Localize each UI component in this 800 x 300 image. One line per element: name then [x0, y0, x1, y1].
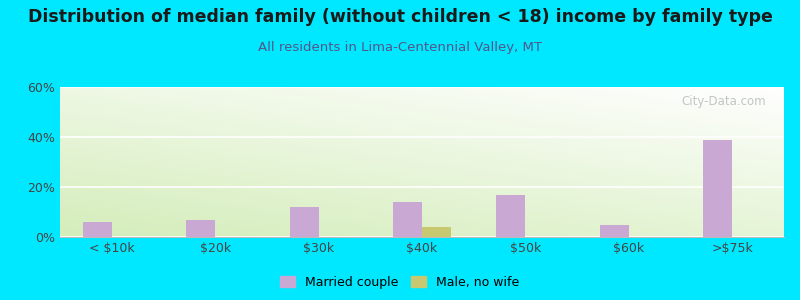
Text: All residents in Lima-Centennial Valley, MT: All residents in Lima-Centennial Valley,…	[258, 40, 542, 53]
Text: Distribution of median family (without children < 18) income by family type: Distribution of median family (without c…	[27, 8, 773, 26]
Legend: Married couple, Male, no wife: Married couple, Male, no wife	[275, 271, 525, 294]
Bar	[703, 140, 732, 237]
Bar	[393, 202, 422, 237]
Bar	[290, 207, 318, 237]
Bar	[82, 222, 112, 237]
Text: City-Data.com: City-Data.com	[682, 94, 766, 107]
Bar	[422, 227, 451, 237]
Bar	[497, 194, 526, 237]
Bar	[186, 220, 215, 237]
Bar	[600, 224, 629, 237]
